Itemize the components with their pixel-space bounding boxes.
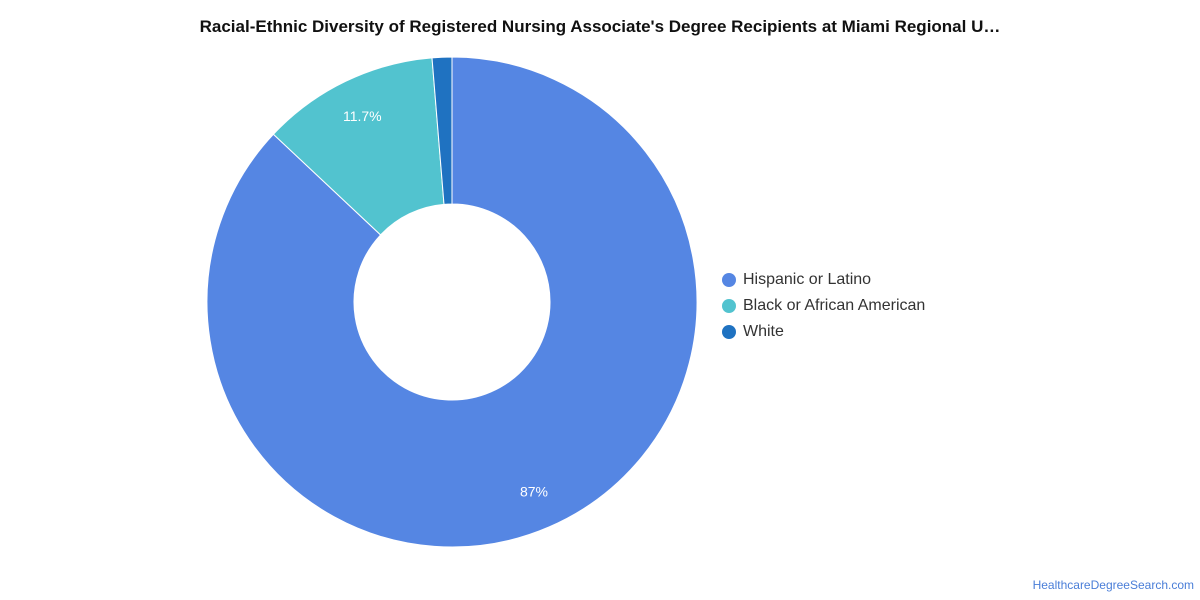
source-link[interactable]: HealthcareDegreeSearch.com (1032, 578, 1194, 592)
legend-item-black-or-african-american[interactable]: Black or African American (722, 293, 925, 319)
legend-label: White (743, 323, 784, 340)
slice-value-label: 11.7% (343, 108, 382, 124)
legend-swatch (722, 299, 736, 313)
legend: Hispanic or Latino Black or African Amer… (722, 267, 925, 345)
slice-black-or-african-american[interactable] (272, 57, 445, 236)
legend-item-hispanic-or-latino[interactable]: Hispanic or Latino (722, 267, 925, 293)
legend-item-white[interactable]: White (722, 319, 925, 345)
chart-title: Racial-Ethnic Diversity of Registered Nu… (199, 17, 1001, 36)
slice-value-label: 87% (520, 484, 548, 500)
legend-label: Black or African American (743, 297, 926, 314)
legend-swatch (722, 325, 736, 339)
slice-hispanic-or-latino[interactable] (206, 56, 698, 548)
legend-swatch (722, 273, 736, 287)
slice-white[interactable] (431, 56, 453, 205)
legend-label: Hispanic or Latino (743, 271, 872, 288)
